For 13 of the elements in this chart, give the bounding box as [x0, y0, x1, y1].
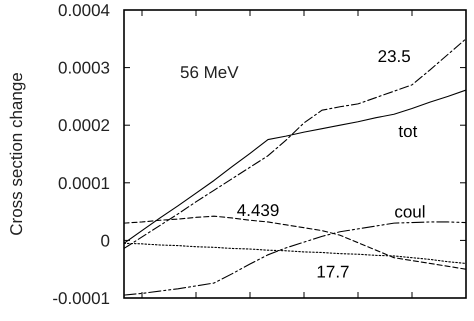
annotation: 56 MeV [180, 63, 240, 82]
y-tick-label: -0.0001 [52, 288, 110, 308]
y-axis-title: Cross section change [7, 72, 26, 236]
series-label: 17.7 [316, 262, 350, 282]
y-tick-label: 0 [100, 231, 110, 250]
y-tick-label: 0.0003 [58, 58, 110, 78]
series-label: coul [394, 202, 426, 222]
series-label: 23.5 [378, 47, 411, 66]
y-tick-label: 0.0004 [58, 0, 110, 20]
series-label: tot [398, 122, 418, 141]
series-label: 4.439 [236, 200, 280, 220]
y-tick-label: 0.0002 [58, 116, 110, 136]
y-tick-label: 0.0001 [58, 174, 110, 193]
